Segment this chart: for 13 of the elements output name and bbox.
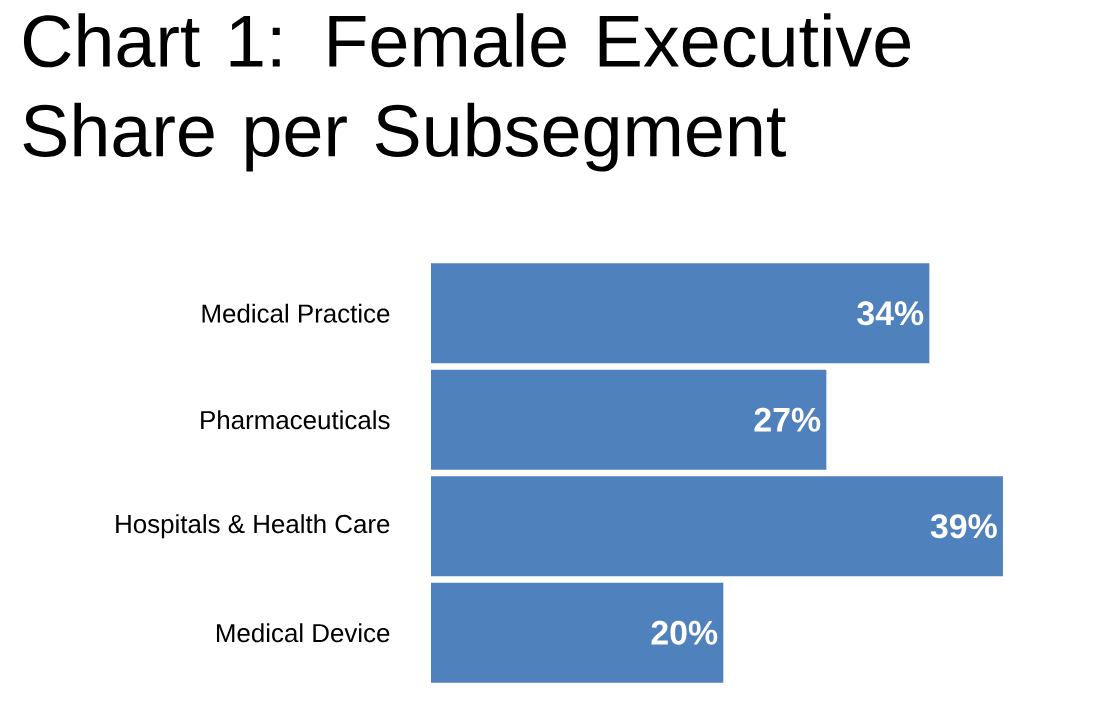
- bar: [429, 474, 1005, 579]
- y-tick-label: Pharmaceuticals: [201, 410, 390, 430]
- y-tick-label: Hospitals & Health Care: [116, 514, 390, 539]
- chart-title: Chart 1: Female Executive Share per Subsegment: [23, 13, 911, 172]
- y-tick-label: Medical Practice: [202, 303, 390, 323]
- y-tick-label: Medical Device: [216, 623, 390, 643]
- bar: [429, 261, 932, 366]
- data-label: 39%: [930, 514, 997, 539]
- data-label: 27%: [754, 407, 821, 432]
- bar: [429, 580, 726, 685]
- data-label: 20%: [651, 620, 718, 645]
- bar: [429, 367, 829, 472]
- data-label: 34%: [857, 301, 924, 326]
